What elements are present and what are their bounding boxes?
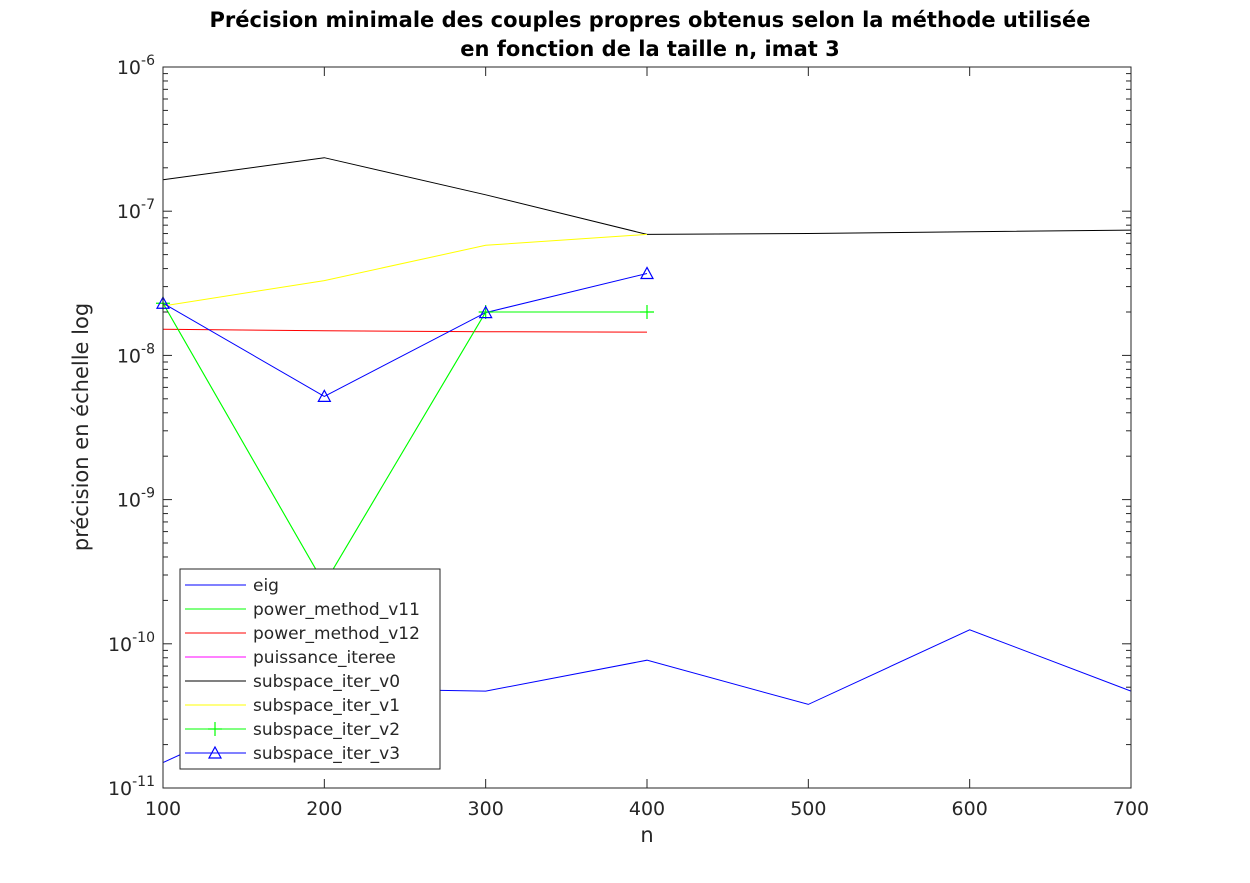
y-tick-label: 10-6: [117, 53, 155, 79]
x-axis-label: n: [640, 823, 653, 847]
data-point-subspace-iter-v3-400: [639, 266, 655, 280]
y-tick-label: 10-9: [117, 486, 155, 512]
chart-title-line-2: en fonction de la taille n, imat 3: [460, 37, 840, 61]
y-tick-labels: 10-11 10-10 10-9 10-8 10-7 10-6: [108, 53, 155, 800]
legend-label-puissance-iteree: puissance_iteree: [253, 648, 396, 668]
legend-box: [179, 568, 441, 770]
series-line-subspace-iter-v1: [162, 233, 648, 307]
y-tick-label: 10-7: [117, 197, 155, 223]
data-point-subspace-iter-v3-200: [317, 389, 332, 402]
legend-label-eig: eig: [253, 576, 279, 596]
legend-label-power-method-v12: power_method_v12: [253, 624, 420, 644]
y-tick-label: 10-11: [108, 774, 155, 800]
x-tick-label: 300: [468, 798, 504, 820]
legend-marker-subspace-iter-v3: [207, 745, 223, 759]
legend: eig power_method_v11 power_method_v12puiss…: [179, 568, 441, 770]
series-lines: [162, 157, 1132, 764]
legend-marker-subspace-iter-v2: [208, 722, 222, 736]
y-tick-label: 10-8: [117, 341, 155, 367]
legend-label-subspace-iter-v2: subspace_iter_v2: [253, 720, 400, 740]
y-tick-label: 10-10: [108, 630, 155, 656]
legend-label-subspace-iter-v0: subspace_iter_v0: [253, 672, 400, 692]
x-tick-label: 400: [629, 798, 665, 820]
tick-marks: [162, 66, 1132, 789]
x-tick-labels: 100 200 300 400 500 600 700: [145, 798, 1149, 820]
data-point-subspace-iter-v3-300: [478, 305, 493, 319]
series-line-power-method-v12: [162, 328, 648, 333]
x-tick-label: 200: [306, 798, 342, 820]
legend-label-subspace-iter-v1: subspace_iter_v1: [253, 696, 400, 716]
series-line-subspace-iter-v3: [162, 273, 648, 397]
legend-label-subspace-iter-v3: subspace_iter_v3: [253, 744, 400, 764]
x-tick-label: 500: [790, 798, 826, 820]
x-tick-label: 700: [1113, 798, 1149, 820]
x-tick-label: 100: [145, 798, 181, 820]
series-line-subspace-iter-v2: [162, 302, 647, 585]
legend-label-power-method-v11: power_method_v11: [253, 600, 420, 620]
y-axis-label: précision en échelle log: [69, 303, 93, 551]
chart-title-line-1: Précision minimale des couples propres o…: [209, 8, 1091, 32]
data-point-subspace-iter-v2-400: [640, 304, 654, 319]
x-tick-label: 600: [952, 798, 988, 820]
